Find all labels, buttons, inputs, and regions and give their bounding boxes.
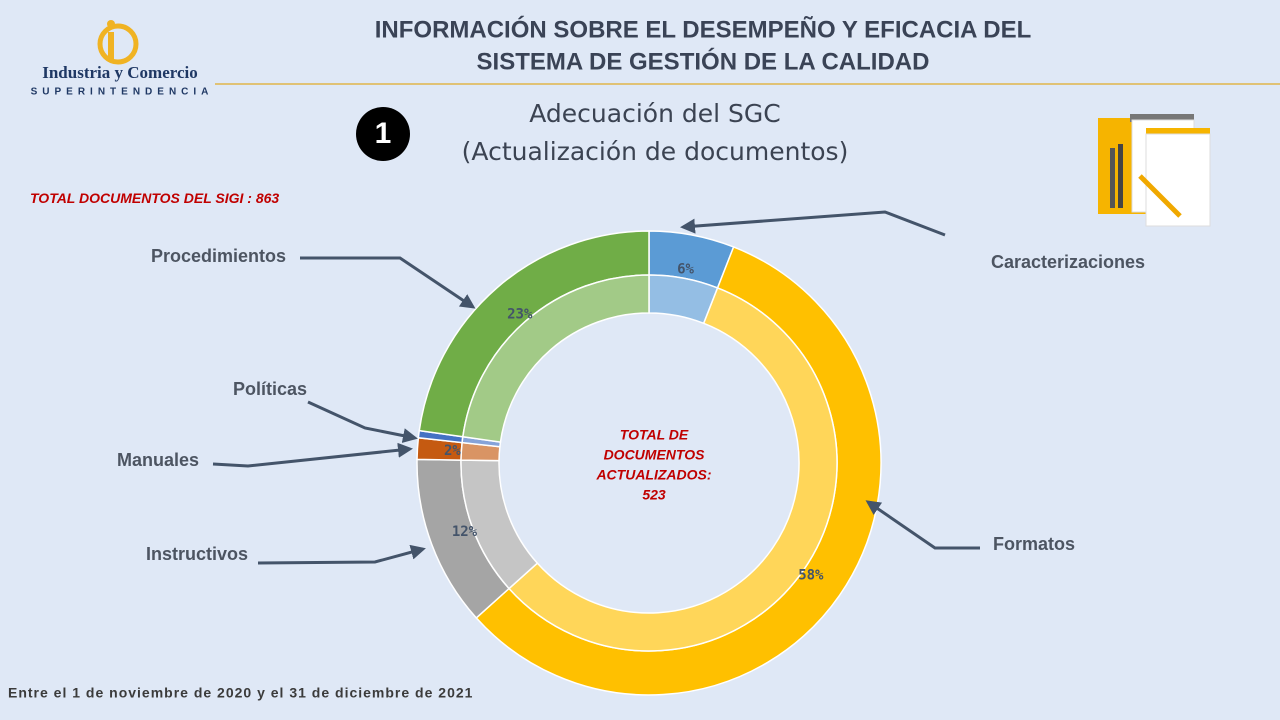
badge-number: 1 (375, 117, 392, 150)
center-value: 523 (642, 487, 666, 503)
legend-label: Caracterizaciones (991, 252, 1145, 272)
donut-segment (418, 230, 650, 443)
segment-inner (461, 274, 650, 443)
logo-sub: SUPERINTENDENCIA (31, 87, 214, 98)
total-sigi: TOTAL DOCUMENTOS DEL SIGI : 863 (30, 190, 279, 206)
footer-note: Entre el 1 de noviembre de 2020 y el 31 … (8, 685, 473, 701)
legend-label: Procedimientos (151, 246, 286, 266)
logo: Industria y Comercio SUPERINTENDENCIA (31, 20, 214, 98)
data-label: 58% (798, 567, 824, 583)
center-label: DOCUMENTOS (604, 447, 706, 463)
legend-label: Formatos (993, 534, 1075, 554)
logo-name: Industria y Comercio (42, 63, 198, 82)
center-label: TOTAL DE (620, 427, 689, 443)
legend-label: Manuales (117, 450, 199, 470)
data-label: 12% (452, 524, 478, 540)
center-label: ACTUALIZADOS: (595, 467, 711, 483)
total-sigi-value: 863 (256, 190, 280, 206)
header-title: SISTEMA DE GESTIÓN DE LA CALIDAD (477, 47, 930, 75)
callout-arrow (257, 544, 426, 565)
donut-segment (475, 246, 882, 696)
callout-arrow (307, 400, 418, 444)
total-sigi-label: TOTAL DOCUMENTOS DEL SIGI : (30, 190, 252, 206)
data-label: 2% (444, 443, 461, 459)
callout-arrow (680, 210, 946, 237)
callout-arrow (865, 500, 980, 550)
header-title: INFORMACIÓN SOBRE EL DESEMPEÑO Y EFICACI… (375, 15, 1032, 43)
donut-chart: 6% Caracterizaciones 58% Formatos 12% Instruc… (117, 210, 1145, 696)
legend-label: Políticas (233, 379, 307, 399)
callout-arrow (300, 256, 476, 309)
notepad-icon (1098, 114, 1211, 227)
data-label: 23% (507, 306, 533, 322)
callout-arrow (212, 442, 413, 468)
badge (356, 107, 410, 161)
data-label: 6% (677, 261, 694, 277)
chart-title: Adecuación del SGC (529, 99, 780, 128)
chart-title: (Actualización de documentos) (462, 137, 849, 166)
legend-label: Instructivos (146, 544, 248, 564)
segment-inner (507, 286, 838, 652)
